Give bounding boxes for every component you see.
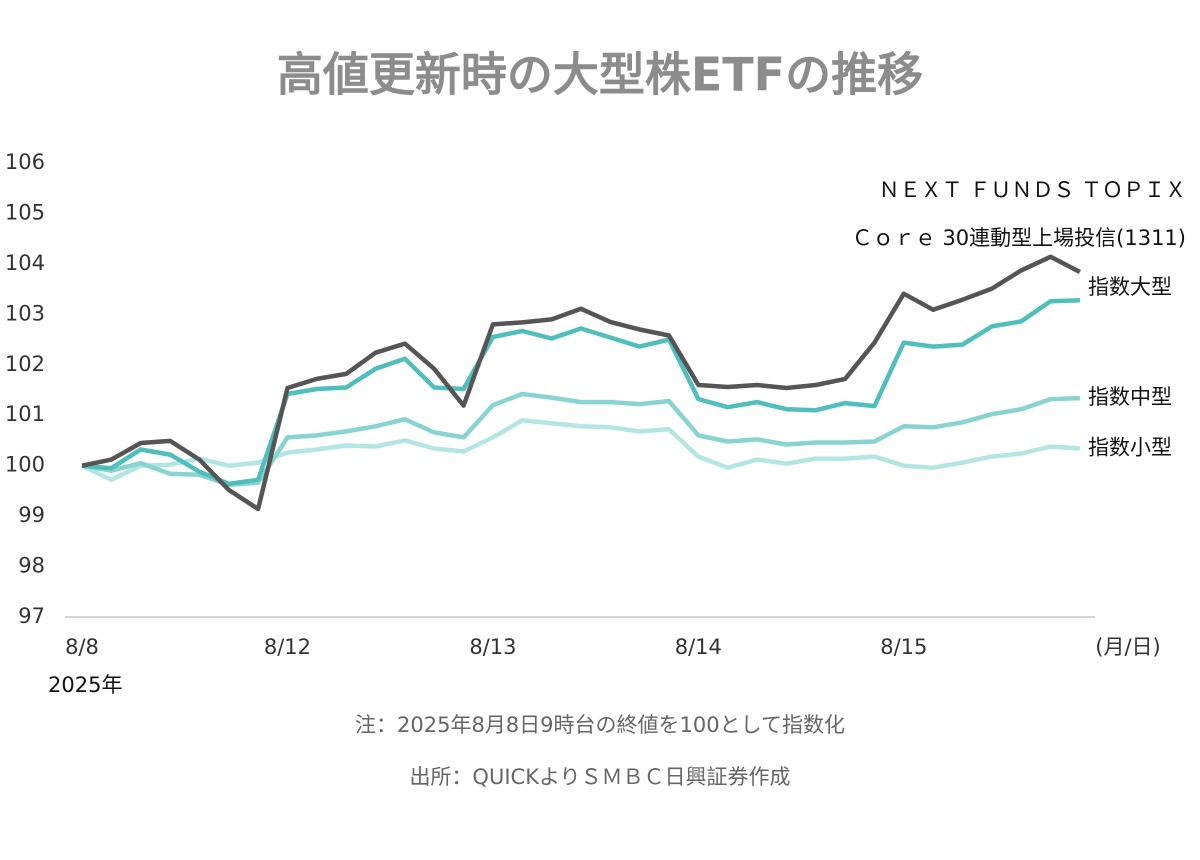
y-tick-label: 102: [5, 352, 45, 376]
x-tick-label: 8/12: [264, 635, 311, 659]
y-tick-label: 98: [18, 554, 45, 578]
series-line: [81, 254, 1081, 512]
legend-label: 指数小型: [1088, 436, 1172, 460]
y-tick-label: 106: [5, 150, 45, 174]
series-line: [81, 418, 1081, 483]
y-tick-label: 100: [5, 453, 45, 477]
source: 出所：QUICKよりＳＭＢＣ日興証券作成: [409, 765, 790, 789]
y-tick-label: 99: [18, 503, 45, 527]
x-tick-label: 8/8: [65, 635, 99, 659]
note: 注：2025年8月8日9時台の終値を100として指数化: [355, 713, 845, 737]
y-tick-label: 103: [5, 301, 45, 325]
series-line: [81, 297, 1080, 487]
chart-title: 高値更新時の大型株ETFの推移: [277, 48, 923, 102]
y-tick-label: 101: [5, 402, 45, 426]
legend-label: ＮＥＸＴ ＦＵＮＤＳ ＴＯＰＩＸＣｏｒｅ 30連動型上場投信(1311): [852, 178, 1186, 250]
legend-label: 指数大型: [1088, 275, 1172, 299]
x-tick-label: 8/15: [880, 635, 927, 659]
y-tick-label: 105: [5, 200, 45, 224]
y-tick-label: 104: [5, 251, 45, 275]
x-axis-label: (月/日): [1095, 635, 1160, 659]
x-tick-label: 8/13: [469, 635, 516, 659]
year-annotation: 2025年: [48, 673, 122, 697]
y-tick-label: 97: [18, 604, 45, 628]
legend-label: 指数中型: [1088, 385, 1172, 409]
series-line: [81, 391, 1080, 488]
x-tick-label: 8/14: [675, 635, 722, 659]
